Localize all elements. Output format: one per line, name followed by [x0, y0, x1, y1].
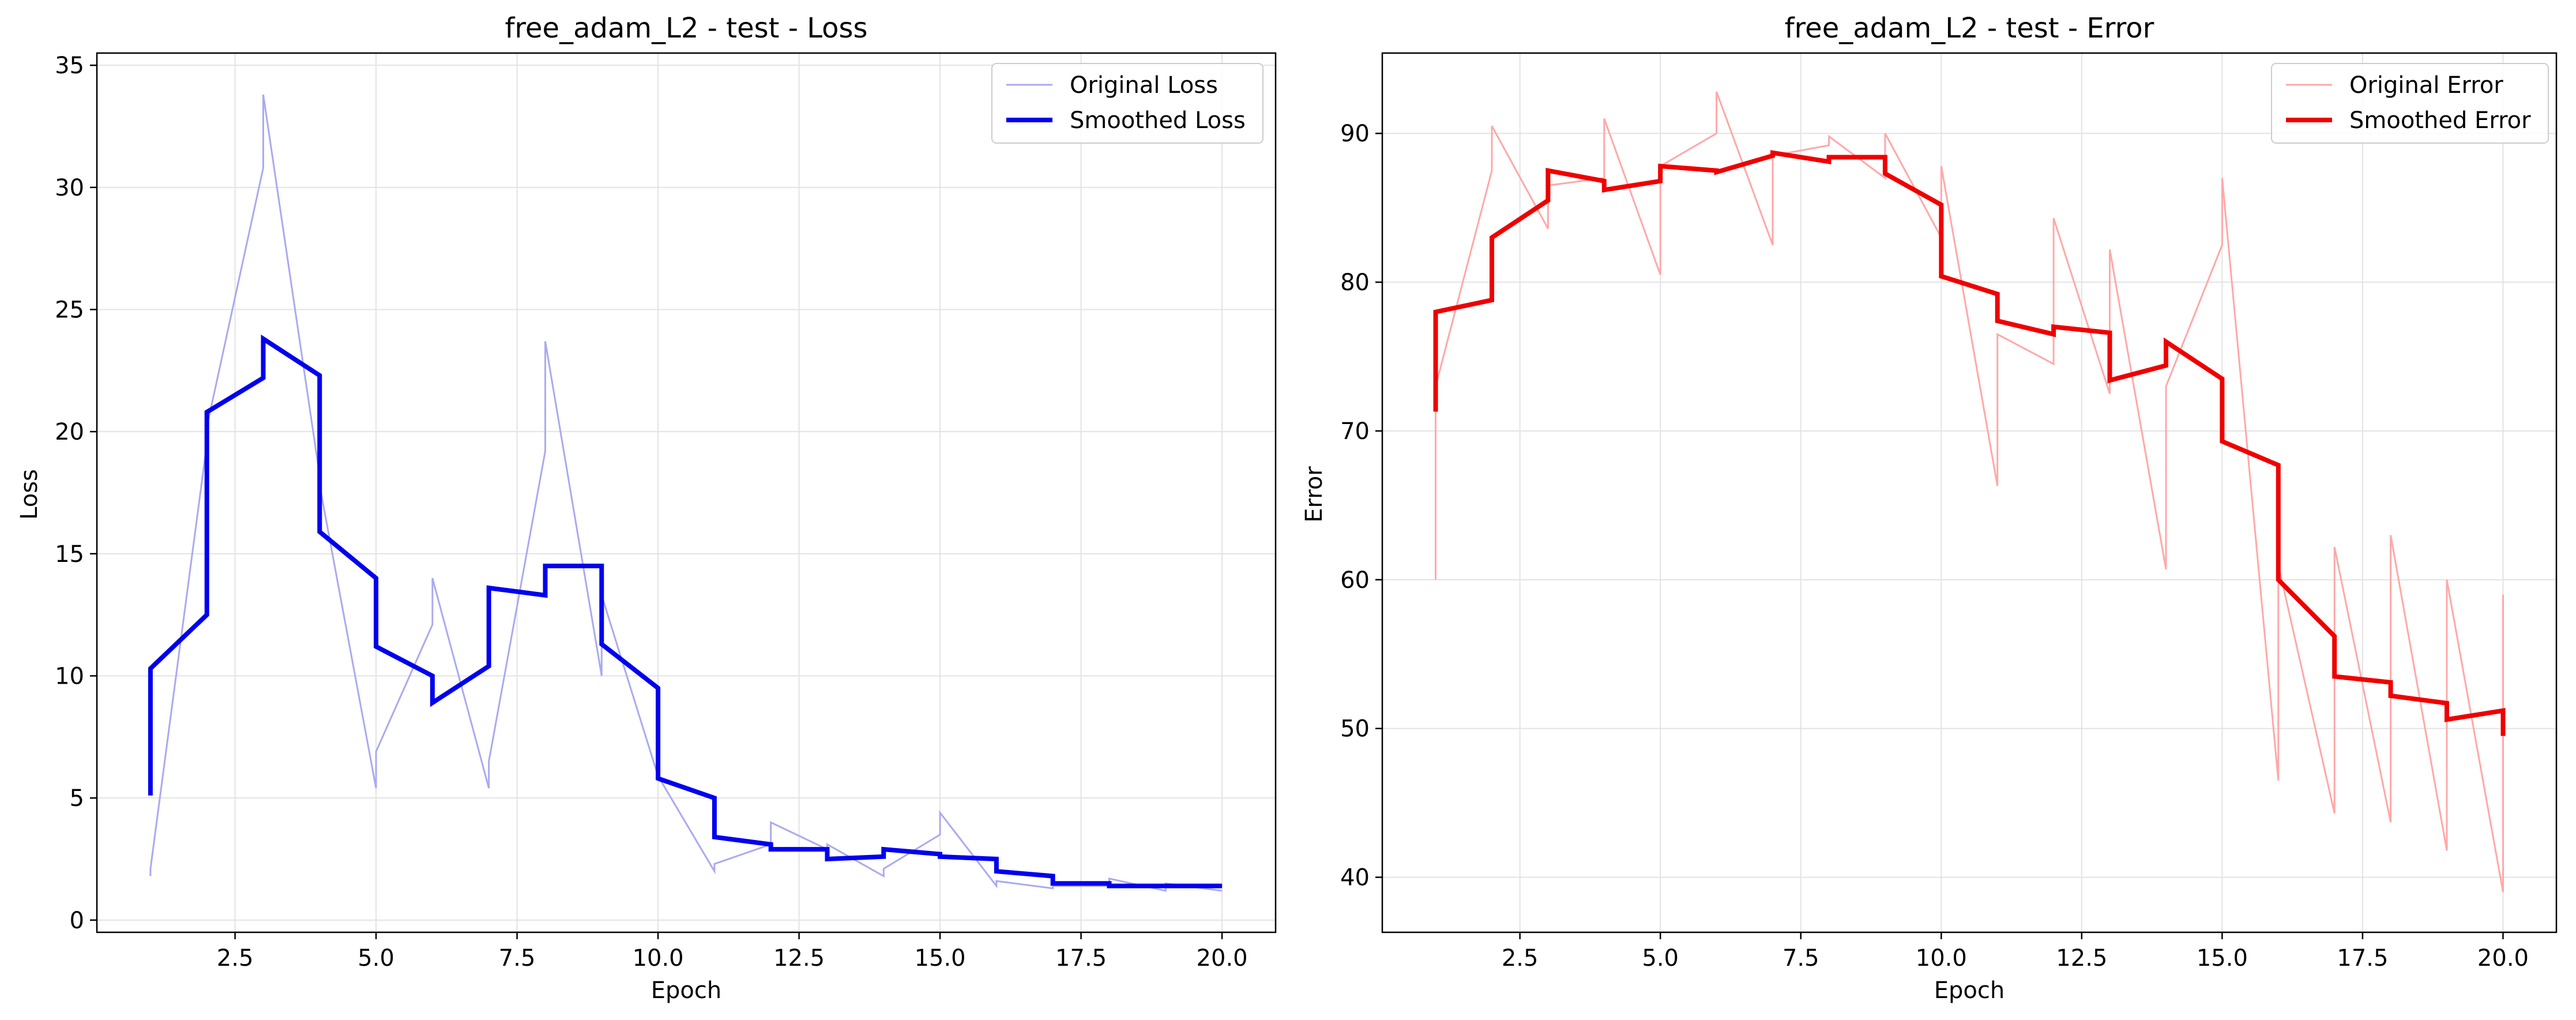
- loss-xtick-label-5: 15.0: [915, 945, 966, 972]
- error-ytick-label-1: 50: [1340, 716, 1370, 742]
- loss-chart-ticks: 2.5 5.0 7.5 10.0 12.5 15.0 17.5 20.0 0 5 10 15 20 25 3…: [55, 52, 1248, 972]
- loss-ytick-label-4: 20: [55, 419, 84, 445]
- error-xtick-label-6: 17.5: [2337, 945, 2388, 972]
- legend-label-original-error: Original Error: [2349, 72, 2503, 99]
- loss-ytick-label-7: 35: [55, 52, 84, 79]
- error-xtick-label-4: 12.5: [2056, 945, 2107, 972]
- error-chart-frame: [1381, 52, 2558, 933]
- loss-chart-xlabel: Epoch: [651, 977, 721, 1004]
- error-chart-ylabel: Error: [1301, 466, 1328, 523]
- error-chart-xlabel: Epoch: [1934, 977, 2005, 1004]
- error-ytick-label-4: 80: [1340, 269, 1370, 296]
- error-ytick-label-0: 40: [1340, 865, 1370, 891]
- error-chart-ticks: 2.5 5.0 7.5 10.0 12.5 15.0 17.5 20.0 40 50 60 70 80 9…: [1340, 121, 2529, 972]
- error-xtick-label-5: 15.0: [2197, 945, 2248, 972]
- error-xtick-label-3: 10.0: [1916, 945, 1967, 972]
- loss-chart-legend: Original Loss Smoothed Loss: [991, 63, 1263, 144]
- legend-label-smoothed-error: Smoothed Error: [2349, 107, 2531, 134]
- error-chart-title: free_adam_L2 - test - Error: [1785, 12, 2154, 44]
- loss-chart-frame: [96, 52, 1277, 933]
- loss-chart-title: free_adam_L2 - test - Loss: [505, 12, 867, 44]
- loss-chart-legend-box: [991, 63, 1263, 144]
- loss-xtick-label-4: 12.5: [773, 945, 825, 972]
- loss-chart-grid: [97, 53, 1276, 932]
- error-ytick-label-5: 90: [1340, 121, 1370, 147]
- loss-chart-ylabel: Loss: [16, 469, 43, 520]
- loss-xtick-label-1: 5.0: [358, 945, 394, 972]
- error-ytick-label-2: 60: [1340, 567, 1370, 594]
- loss-xtick-label-0: 2.5: [217, 945, 254, 972]
- loss-xtick-label-7: 20.0: [1197, 945, 1248, 972]
- series-line-smoothed-loss: [148, 334, 1223, 888]
- loss-ytick-label-5: 25: [55, 297, 84, 324]
- loss-xtick-label-2: 7.5: [499, 945, 536, 972]
- error-xtick-label-0: 2.5: [1502, 945, 1539, 972]
- loss-xtick-label-6: 17.5: [1055, 945, 1107, 972]
- error-chart-series: [1433, 91, 2506, 892]
- error-xtick-label-1: 5.0: [1642, 945, 1679, 972]
- loss-ytick-label-1: 5: [70, 785, 84, 812]
- loss-ytick-label-3: 15: [55, 541, 84, 568]
- loss-ytick-label-6: 30: [55, 175, 84, 201]
- legend-label-smoothed-loss: Smoothed Loss: [1070, 107, 1246, 134]
- loss-ytick-label-2: 10: [55, 663, 84, 690]
- series-line-original-error: [1435, 91, 2504, 892]
- loss-chart-series: [148, 94, 1223, 892]
- loss-ytick-label-0: 0: [70, 907, 84, 934]
- error-chart-panel: free_adam_L2 - test - Error Epoch Error …: [1301, 12, 2558, 1004]
- error-xtick-label-2: 7.5: [1782, 945, 1819, 972]
- loss-xtick-label-3: 10.0: [633, 945, 684, 972]
- legend-label-original-loss: Original Loss: [1070, 72, 1218, 99]
- loss-chart-panel: free_adam_L2 - test - Loss Epoch Loss 2.…: [16, 12, 1277, 1004]
- error-xtick-label-7: 20.0: [2477, 945, 2529, 972]
- error-chart-legend: Original Error Smoothed Error: [2271, 63, 2549, 144]
- error-chart-legend-box: [2271, 63, 2549, 144]
- error-ytick-label-3: 70: [1340, 418, 1370, 445]
- error-chart-grid: [1382, 53, 2556, 932]
- series-line-smoothed-error: [1433, 150, 2506, 736]
